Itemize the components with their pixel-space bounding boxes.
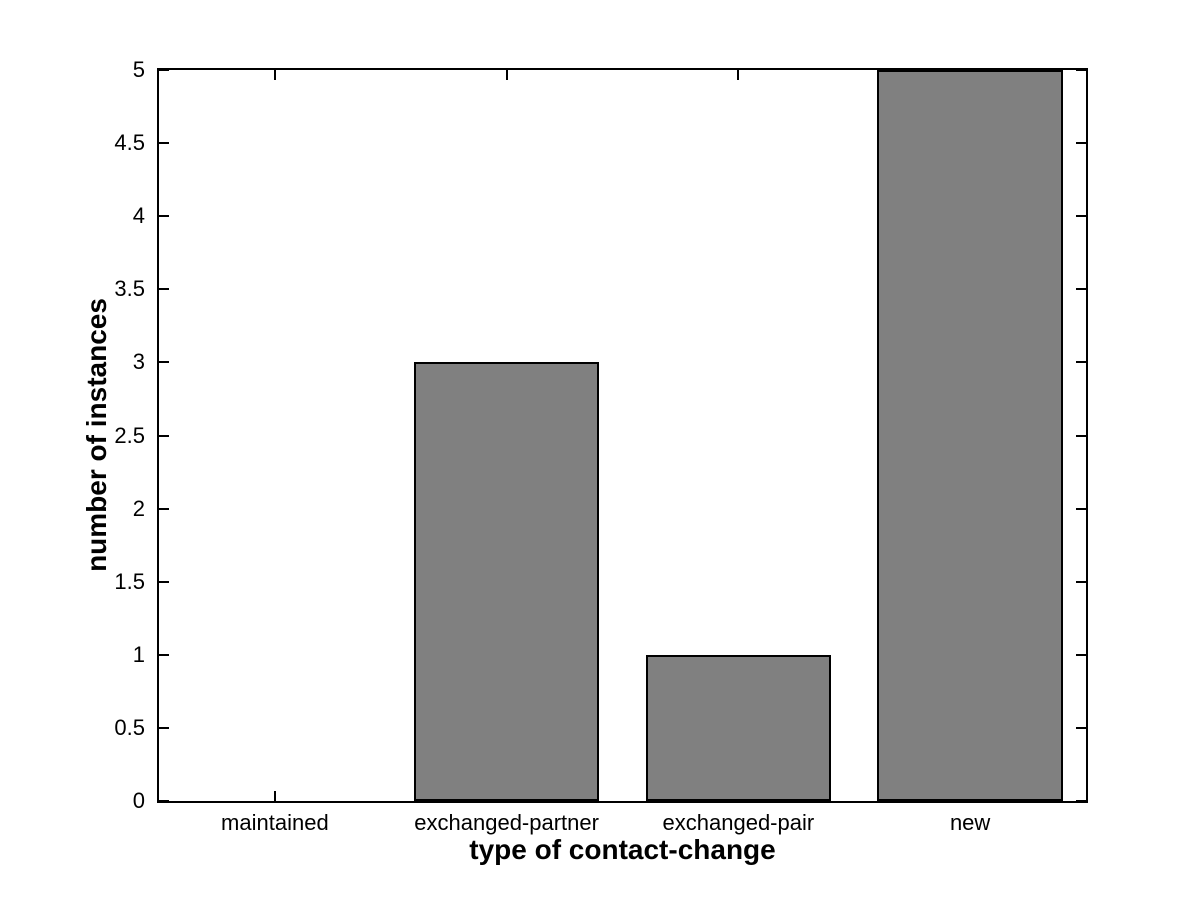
y-tick-label: 2 — [132, 495, 145, 521]
y-tick-label: 3.5 — [114, 276, 145, 302]
x-axis-label: type of contact-change — [469, 834, 776, 865]
x-tick-mark-top — [273, 70, 276, 80]
y-tick-label: 1.5 — [114, 568, 145, 594]
y-tick-label: 0 — [132, 788, 145, 813]
y-tick-mark-right — [1076, 142, 1086, 145]
y-tick-mark-right — [1076, 507, 1086, 510]
y-tick-label: 4.5 — [114, 130, 145, 156]
x-category-label: exchanged-partner — [414, 810, 599, 835]
y-tick-mark — [159, 507, 169, 510]
y-tick-mark-right — [1076, 434, 1086, 437]
y-tick-mark — [159, 288, 169, 291]
x-tick-mark — [273, 791, 276, 801]
bar-exchanged-pair — [645, 654, 832, 801]
y-tick-mark-right — [1076, 726, 1086, 729]
y-tick-mark-right — [1076, 215, 1086, 218]
x-tick-mark-top — [737, 70, 740, 80]
x-tick-mark-top — [505, 70, 508, 80]
y-tick-label: 5 — [132, 57, 145, 82]
y-tick-mark-right — [1076, 580, 1086, 583]
y-tick-mark-right — [1076, 653, 1086, 656]
y-tick-label: 1 — [132, 641, 145, 667]
y-tick-mark — [159, 726, 169, 729]
y-tick-label: 0.5 — [114, 714, 145, 740]
y-tick-label: 4 — [132, 203, 145, 229]
x-category-label: maintained — [221, 810, 329, 835]
plot-area — [157, 68, 1088, 803]
y-tick-mark — [159, 215, 169, 218]
y-tick-mark — [159, 800, 169, 802]
y-tick-mark-right — [1076, 288, 1086, 291]
bar-new — [877, 70, 1063, 801]
y-tick-mark — [159, 142, 169, 145]
bar-exchanged-partner — [413, 362, 600, 801]
x-category-label: exchanged-pair — [662, 810, 815, 835]
y-tick-mark — [159, 653, 169, 656]
y-tick-mark-right — [1076, 361, 1086, 364]
y-tick-label: 3 — [132, 349, 145, 375]
y-tick-mark — [159, 434, 169, 437]
y-tick-mark — [159, 69, 169, 71]
y-tick-mark-right — [1076, 800, 1086, 802]
y-tick-mark-right — [1076, 69, 1086, 71]
y-tick-mark — [159, 361, 169, 364]
x-category-label: new — [949, 810, 991, 835]
y-tick-label: 2.5 — [114, 422, 145, 448]
y-tick-mark — [159, 580, 169, 583]
